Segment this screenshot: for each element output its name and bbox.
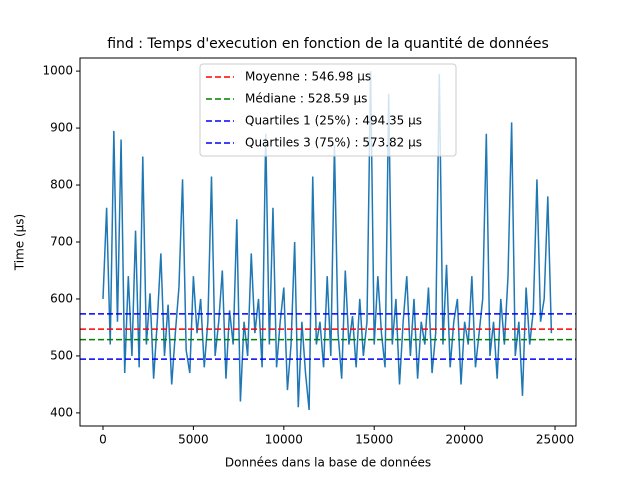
x-tick-label: 5000 xyxy=(178,433,209,447)
legend-label: Médiane : 528.59 µs xyxy=(245,92,367,106)
legend-box xyxy=(199,63,457,157)
axes-frame xyxy=(79,57,577,427)
chart-title: find : Temps d'execution en fonction de … xyxy=(107,36,549,52)
x-tick-label: 10000 xyxy=(265,433,303,447)
x-tick-label: 20000 xyxy=(446,433,484,447)
y-tick-label: 400 xyxy=(50,405,73,419)
data-line xyxy=(102,71,553,411)
y-tick-label: 900 xyxy=(50,121,73,135)
x-tick-label: 25000 xyxy=(536,433,574,447)
y-tick-label: 1000 xyxy=(42,64,73,78)
legend-label: Quartiles 1 (25%) : 494.35 µs xyxy=(245,114,422,128)
legend-label: Moyenne : 546.98 µs xyxy=(245,70,371,84)
x-tick-label: 15000 xyxy=(355,433,393,447)
y-tick-label: 700 xyxy=(50,235,73,249)
y-axis-label: Time (µs) xyxy=(13,214,27,271)
y-tick-label: 500 xyxy=(50,348,73,362)
x-axis-label: Données dans la base de données xyxy=(225,456,431,470)
legend-label: Quartiles 3 (75%) : 573.82 µs xyxy=(245,136,422,150)
y-tick-label: 800 xyxy=(50,178,73,192)
y-tick-label: 600 xyxy=(50,291,73,305)
x-tick-label: 0 xyxy=(99,433,107,447)
